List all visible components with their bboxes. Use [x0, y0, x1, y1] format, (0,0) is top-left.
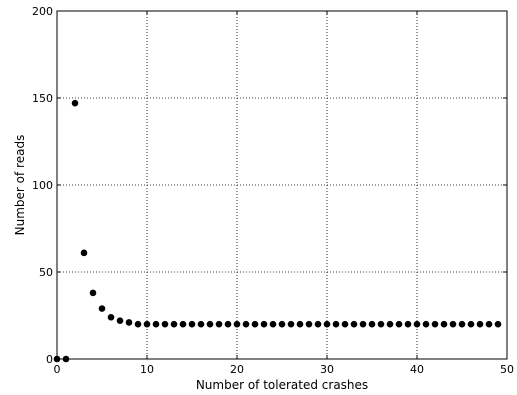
data-point — [134, 320, 142, 328]
data-point — [197, 320, 205, 328]
y-tick-label: 100 — [32, 179, 53, 192]
x-tick-label: 30 — [320, 363, 334, 376]
data-point — [206, 320, 214, 328]
y-tick-label: 0 — [46, 353, 53, 366]
data-point — [125, 319, 133, 326]
data-point — [467, 320, 475, 328]
data-point — [395, 320, 403, 328]
data-point — [251, 320, 259, 328]
x-tick-label: 20 — [230, 363, 244, 376]
tick-labels: 0 10 20 30 40 50 0 50 100 150 200 — [32, 5, 514, 376]
data-point — [449, 320, 457, 328]
data-point — [368, 320, 376, 328]
y-tick-label: 150 — [32, 92, 53, 105]
data-point — [107, 313, 115, 321]
data-point — [215, 320, 223, 328]
data-point — [188, 320, 196, 328]
data-point — [494, 320, 502, 328]
data-points — [53, 99, 502, 363]
x-axis-label: Number of tolerated crashes — [196, 378, 368, 392]
data-point — [314, 320, 322, 328]
y-axis-label: Number of reads — [13, 135, 27, 236]
x-tick-label: 50 — [500, 363, 514, 376]
data-point — [269, 320, 277, 328]
data-point — [359, 320, 367, 328]
data-point — [458, 320, 466, 328]
data-point — [233, 320, 241, 328]
x-tick-label: 10 — [140, 363, 154, 376]
data-point — [224, 320, 232, 328]
data-point — [143, 320, 151, 328]
data-point — [323, 320, 331, 328]
data-point — [476, 320, 484, 328]
data-point — [377, 320, 385, 328]
x-tick-label: 40 — [410, 363, 424, 376]
data-point — [287, 320, 295, 328]
data-point — [242, 320, 250, 328]
data-point — [296, 320, 304, 328]
data-point — [413, 320, 421, 328]
data-point — [170, 320, 178, 328]
data-point — [341, 320, 349, 328]
data-point — [404, 320, 412, 328]
data-point — [332, 320, 340, 328]
x-tick-label: 0 — [54, 363, 61, 376]
data-point — [350, 320, 358, 328]
data-point — [422, 320, 430, 328]
axis-ticks — [56, 10, 508, 360]
data-point — [431, 320, 439, 328]
data-point — [305, 320, 313, 328]
data-point — [98, 305, 106, 312]
data-point — [116, 317, 124, 325]
data-point — [71, 99, 79, 107]
data-point — [152, 320, 160, 328]
data-point — [80, 249, 88, 257]
y-tick-label: 200 — [32, 5, 53, 18]
data-point — [440, 320, 448, 328]
data-point — [179, 320, 187, 328]
data-point — [485, 320, 493, 328]
grid — [57, 11, 507, 359]
data-point — [278, 320, 286, 328]
data-point — [260, 320, 268, 328]
data-point — [161, 320, 169, 328]
data-point — [386, 320, 394, 328]
data-point — [89, 289, 97, 297]
y-tick-label: 50 — [39, 266, 53, 279]
